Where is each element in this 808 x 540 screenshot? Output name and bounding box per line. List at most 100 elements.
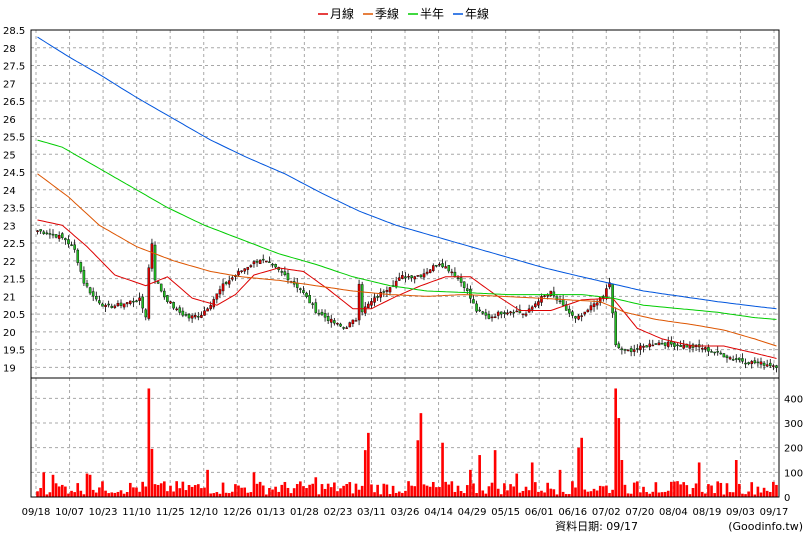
volume-bar xyxy=(657,492,661,497)
candle-down xyxy=(441,263,444,268)
volume-bar xyxy=(36,491,39,497)
volume-bar xyxy=(697,462,701,497)
candle-down xyxy=(305,292,308,297)
candle-up xyxy=(243,268,246,272)
volume-bar xyxy=(351,493,355,497)
volume-bar xyxy=(639,492,642,497)
volume-bar xyxy=(694,483,698,497)
candle-up xyxy=(639,345,642,350)
candle-down xyxy=(299,288,302,290)
candle-down xyxy=(39,229,42,232)
candle-down xyxy=(762,362,766,366)
candle-down xyxy=(469,288,472,299)
volume-bar xyxy=(642,486,645,497)
candle-down xyxy=(472,299,475,304)
volume-bar xyxy=(249,492,253,497)
candle-down xyxy=(91,291,95,297)
candle-up xyxy=(642,345,645,348)
volume-bar xyxy=(431,481,435,497)
volume-bar xyxy=(611,489,614,497)
volume-bar xyxy=(135,487,138,497)
price-tick-label: 24.5 xyxy=(3,168,25,179)
candle-up xyxy=(543,295,546,297)
volume-bar xyxy=(227,493,231,497)
legend-label-3: 年線 xyxy=(465,6,489,21)
volume-bar xyxy=(524,486,528,497)
candle-down xyxy=(710,351,713,353)
candle-down xyxy=(410,275,413,279)
legend: 月線 季線 半年 年線 xyxy=(318,6,489,21)
candle-down xyxy=(132,300,135,303)
candle-down xyxy=(95,296,98,300)
candle-down xyxy=(741,358,744,362)
candle-up xyxy=(129,300,132,304)
volume-bar xyxy=(710,485,713,497)
candle-up xyxy=(218,289,222,295)
candle-up xyxy=(249,265,253,267)
volume-bar xyxy=(150,448,154,497)
volume-bar xyxy=(509,484,512,497)
candle-down xyxy=(376,296,379,298)
candle-down xyxy=(419,274,423,278)
volume-bar xyxy=(329,487,333,497)
candle-down xyxy=(731,359,735,361)
x-tick-label: 08/04 xyxy=(659,507,688,518)
volume-bar xyxy=(645,492,648,497)
candle-up xyxy=(354,320,358,322)
candle-up xyxy=(626,349,630,351)
candle-down xyxy=(333,320,336,324)
volume-bar xyxy=(561,491,565,497)
volume-bar xyxy=(314,477,318,497)
volume-bar xyxy=(138,491,141,497)
price-axis: 28.5 28 27.5 27 26.5 26 25.5 25 24.5 24 23.5 23 22.5… xyxy=(3,26,25,374)
volume-bar xyxy=(666,490,670,497)
volume-bar xyxy=(203,487,206,497)
volume-bar xyxy=(595,490,599,497)
x-tick-label: 05/15 xyxy=(491,507,520,518)
volume-bar xyxy=(435,487,438,497)
candle-down xyxy=(60,233,64,238)
x-tick-label: 03/26 xyxy=(391,507,420,518)
candle-down xyxy=(70,244,73,246)
volume-bar xyxy=(775,484,778,497)
volume-bar xyxy=(286,487,290,497)
candle-up xyxy=(537,301,540,306)
candle-up xyxy=(704,347,707,350)
volume-bar xyxy=(274,486,277,497)
volume-bar xyxy=(713,493,716,497)
price-tick-label: 21.5 xyxy=(3,275,25,286)
candle-down xyxy=(645,345,648,348)
x-tick-label: 09/03 xyxy=(726,507,755,518)
volume-bar xyxy=(558,469,562,497)
volume-bar xyxy=(722,494,726,497)
volume-bar xyxy=(268,488,271,497)
candle-down xyxy=(339,323,342,327)
volume-bar xyxy=(252,472,256,497)
volume-bar xyxy=(42,472,46,497)
candle-up xyxy=(728,357,732,360)
volume-bar xyxy=(772,481,775,497)
legend-label-1: 季線 xyxy=(375,6,399,21)
volume-bar xyxy=(673,481,676,497)
volume-bar xyxy=(506,490,509,497)
candle-down xyxy=(271,263,274,266)
ma-year-line xyxy=(37,36,777,310)
candle-down xyxy=(320,311,324,315)
volume-bar xyxy=(193,485,197,497)
volume-bar xyxy=(632,482,636,497)
volume-panel-border xyxy=(30,377,780,498)
price-tick-label: 22 xyxy=(3,257,16,268)
volume-bar xyxy=(537,491,540,497)
x-tick-label: 02/23 xyxy=(323,507,352,518)
volume-bar xyxy=(663,491,667,497)
volume-bar xyxy=(750,482,754,497)
volume-bar xyxy=(676,481,679,497)
candle-up xyxy=(682,344,685,349)
candle-up xyxy=(370,301,373,306)
candle-up xyxy=(549,290,553,297)
candle-down xyxy=(713,351,716,354)
volume-axis: 0 100 200 300 400 xyxy=(784,394,803,504)
candle-down xyxy=(453,271,457,277)
candle-up xyxy=(116,303,120,307)
candle-up xyxy=(608,282,611,288)
